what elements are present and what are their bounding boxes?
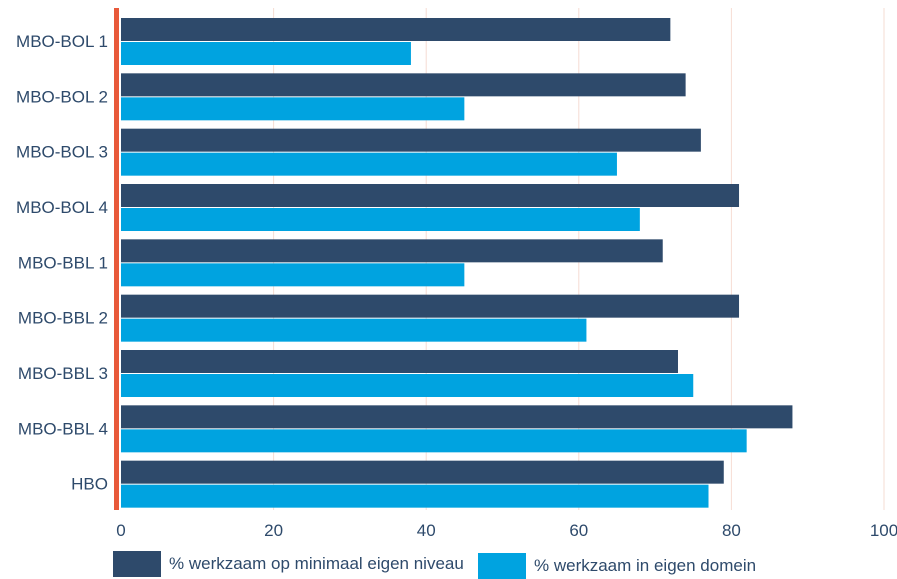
x-tick-label: 20 [264, 521, 283, 540]
bar-mbo-bol-4-series-1 [121, 184, 740, 207]
bar-mbo-bbl-3-series-2 [121, 374, 694, 397]
x-tick-label: 100 [870, 521, 897, 540]
category-label: MBO-BOL 4 [16, 198, 108, 217]
category-label: MBO-BBL 4 [18, 419, 108, 438]
bars [121, 18, 793, 508]
bar-mbo-bbl-2-series-2 [121, 318, 587, 342]
category-label: MBO-BOL 3 [16, 143, 108, 162]
x-tick-label: 0 [116, 521, 125, 540]
bar-mbo-bbl-3-series-1 [121, 350, 678, 373]
bar-mbo-bbl-1-series-1 [121, 239, 663, 263]
category-label: MBO-BBL 3 [18, 364, 108, 383]
bar-mbo-bol-4-series-2 [121, 208, 640, 231]
legend-swatch-series-1 [113, 551, 161, 577]
legend: % werkzaam op minimaal eigen niveau % we… [0, 544, 897, 579]
x-tick-labels: 0 20 40 60 80 100 [116, 521, 897, 540]
bar-chart: MBO-BOL 1 MBO-BOL 2 MBO-BOL 3 MBO-BOL 4 MBO-… [16, 8, 897, 540]
bar-mbo-bbl-2-series-1 [121, 294, 740, 318]
bar-mbo-bol-1-series-1 [121, 18, 671, 41]
legend-swatch-series-2 [478, 553, 526, 579]
category-label: MBO-BBL 2 [18, 309, 108, 328]
bar-mbo-bol-2-series-2 [121, 97, 465, 121]
y-axis-line [114, 8, 119, 510]
legend-item-series-2: % werkzaam in eigen domein [478, 553, 756, 579]
category-label: MBO-BBL 1 [18, 253, 108, 272]
category-labels: MBO-BOL 1 MBO-BOL 2 MBO-BOL 3 MBO-BOL 4 MBO-… [16, 32, 108, 494]
bar-mbo-bol-3-series-2 [121, 152, 617, 176]
category-label: HBO [71, 475, 108, 494]
legend-item-series-1: % werkzaam op minimaal eigen niveau [113, 551, 464, 577]
bar-mbo-bol-1-series-2 [121, 42, 411, 65]
category-label: MBO-BOL 2 [16, 87, 108, 106]
bar-hbo-series-1 [121, 460, 724, 484]
bar-mbo-bbl-1-series-2 [121, 263, 465, 287]
category-label: MBO-BOL 1 [16, 32, 108, 51]
x-tick-label: 60 [569, 521, 588, 540]
x-tick-label: 40 [417, 521, 436, 540]
bar-mbo-bbl-4-series-1 [121, 405, 793, 429]
bar-hbo-series-2 [121, 484, 709, 508]
bar-mbo-bbl-4-series-2 [121, 429, 747, 453]
bar-mbo-bol-3-series-1 [121, 128, 701, 152]
legend-label-series-2: % werkzaam in eigen domein [534, 556, 757, 575]
bar-mbo-bol-2-series-1 [121, 73, 686, 97]
legend-label-series-1: % werkzaam op minimaal eigen niveau [169, 554, 464, 573]
x-tick-label: 80 [722, 521, 741, 540]
